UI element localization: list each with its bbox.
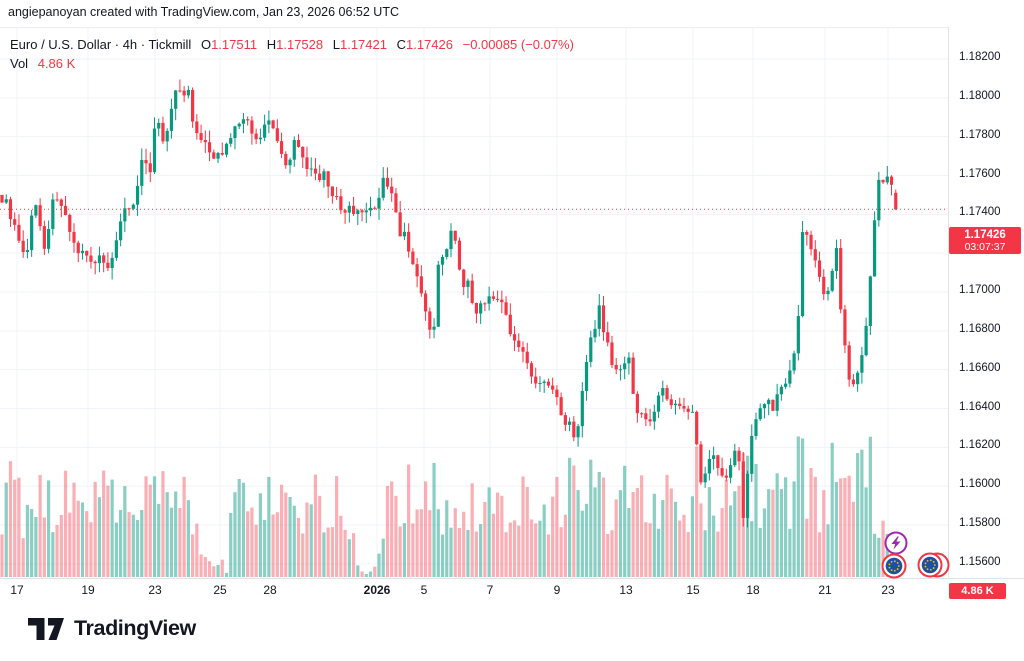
time-axis-tick: 23 — [148, 583, 162, 597]
eu-flag-event-icon[interactable] — [914, 549, 950, 586]
price-axis-tick: 1.16800 — [959, 322, 1001, 335]
high-label: H — [266, 37, 277, 52]
time-axis-tick: 28 — [263, 583, 277, 597]
price-axis-tick: 1.15800 — [959, 517, 1001, 529]
current-price-value: 1.17426 — [964, 229, 1006, 241]
price-axis-tick: 1.17600 — [959, 167, 1001, 180]
volume-label: Vol — [10, 56, 29, 71]
legend-row-ohlc: Euro / U.S. Dollar · 4h · Tickmill O1.17… — [10, 35, 574, 54]
attribution-text: angiepanoyan created with TradingView.co… — [8, 5, 399, 19]
time-axis-tick: 18 — [746, 583, 760, 597]
price-chart[interactable] — [0, 28, 948, 579]
footer: TradingView — [0, 602, 1024, 661]
time-axis-tick: 17 — [10, 583, 24, 597]
open-label: O — [200, 37, 212, 52]
time-axis-tick: 2026 — [363, 583, 391, 597]
price-axis-tick: 1.17800 — [959, 128, 1001, 141]
symbol-legend: Euro / U.S. Dollar · 4h · Tickmill O1.17… — [10, 35, 574, 73]
price-axis-tick: 1.15600 — [959, 555, 1001, 568]
time-axis-tick: 5 — [420, 583, 428, 597]
chart-area: Euro / U.S. Dollar · 4h · Tickmill O1.17… — [0, 27, 1021, 599]
lightning-event-icon[interactable] — [880, 527, 916, 564]
time-axis-tick: 9 — [553, 583, 561, 597]
time-axis-tick: 21 — [818, 583, 832, 597]
price-axis-tick: 1.17000 — [959, 284, 1001, 296]
price-axis-tick: 1.16200 — [959, 439, 1001, 452]
price-axis-tick: 1.18200 — [959, 51, 1001, 63]
price-axis-tick: 1.18000 — [959, 89, 1001, 102]
symbol-title[interactable]: Euro / U.S. Dollar · 4h · Tickmill — [10, 37, 192, 52]
tradingview-logo[interactable]: TradingView — [27, 615, 196, 642]
time-axis-tick: 15 — [686, 583, 700, 597]
time-axis-tick: 23 — [881, 583, 895, 597]
tradingview-logo-mark — [28, 618, 64, 640]
bar-countdown: 03:07:37 — [964, 241, 1006, 253]
close-label: C — [396, 37, 406, 52]
time-axis-tick: 13 — [619, 583, 633, 597]
price-axis-tick: 1.16400 — [959, 400, 1001, 413]
tradingview-logo-text: TradingView — [74, 616, 196, 640]
current-price-badge: 1.17426 03:07:37 — [949, 227, 1021, 254]
price-axis-tick: 1.16600 — [959, 361, 1001, 374]
price-axis-tick: 1.17400 — [959, 206, 1001, 219]
time-axis-tick: 25 — [213, 583, 227, 597]
eu-flag-event-icon[interactable] — [878, 550, 914, 587]
volume-axis-badge: 4.86 K — [949, 583, 1006, 599]
time-axis[interactable]: 17 19 23 25 28 2026 5 7 9 13 15 18 21 23 — [0, 578, 1024, 604]
price-axis[interactable]: 1.182001.180001.178001.176001.174001.172… — [948, 27, 1024, 578]
high-value: 1.17528 — [276, 37, 324, 52]
close-value: 1.17426 — [406, 37, 453, 52]
low-label: L — [332, 37, 340, 52]
open-value: 1.17511 — [211, 37, 258, 52]
price-axis-tick: 1.16000 — [959, 478, 1001, 491]
time-axis-tick: 7 — [486, 583, 494, 597]
time-axis-tick: 19 — [81, 583, 95, 597]
volume-value: 4.86 K — [37, 56, 76, 71]
legend-row-volume: Vol 4.86 K — [10, 54, 574, 73]
change-value: −0.00085 (−0.07%) — [462, 37, 574, 52]
low-value: 1.17421 — [339, 37, 387, 52]
